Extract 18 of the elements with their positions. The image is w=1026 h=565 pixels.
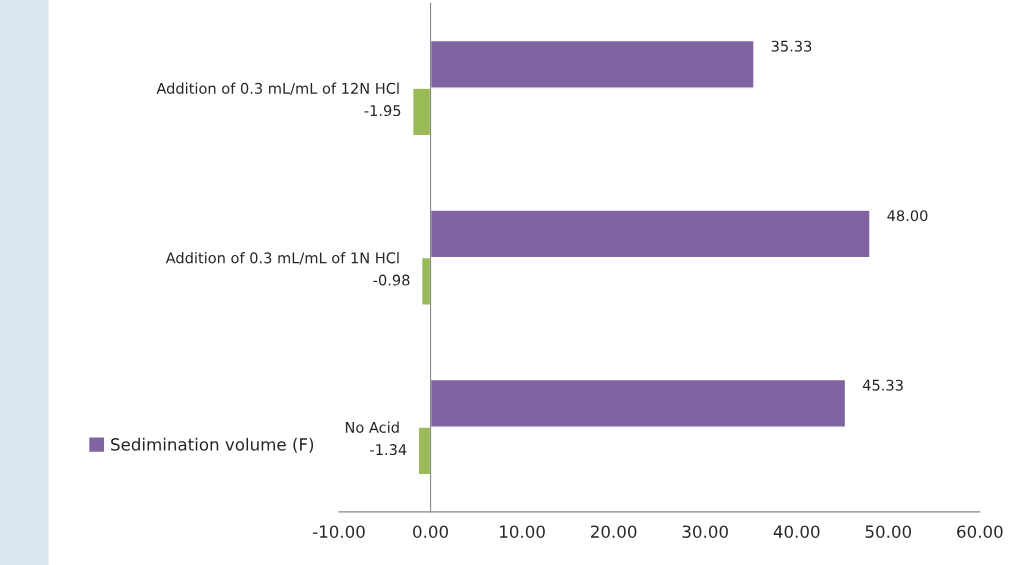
x-tick-label: 50.00 — [865, 525, 912, 538]
x-tick-label: 20.00 — [591, 525, 637, 538]
y-tick-label: No Acid — [345, 421, 399, 433]
x-tick-label: 10.00 — [500, 525, 545, 538]
legend-label: Sedimination volume (F) — [111, 437, 314, 453]
data-label: 35.33 — [771, 40, 812, 52]
data-label: 45.33 — [862, 379, 903, 391]
x-tick-label: 30.00 — [682, 525, 728, 538]
x-tick-label: 0.00 — [413, 525, 448, 538]
data-label: -1.95 — [364, 105, 401, 117]
y-tick-label: Addition of 0.3 mL/mL of 12N HCl — [156, 82, 399, 96]
data-label: -1.34 — [370, 444, 407, 456]
data-label: 48.00 — [887, 210, 928, 222]
x-tick-label: 40.00 — [773, 525, 820, 538]
x-tick-label: 60.00 — [957, 525, 1003, 538]
y-tick-label: Addition of 0.3 mL/mL of 1N HCl — [165, 252, 399, 265]
data-label: -0.98 — [373, 274, 410, 286]
x-tick-label: -10.00 — [312, 525, 365, 538]
